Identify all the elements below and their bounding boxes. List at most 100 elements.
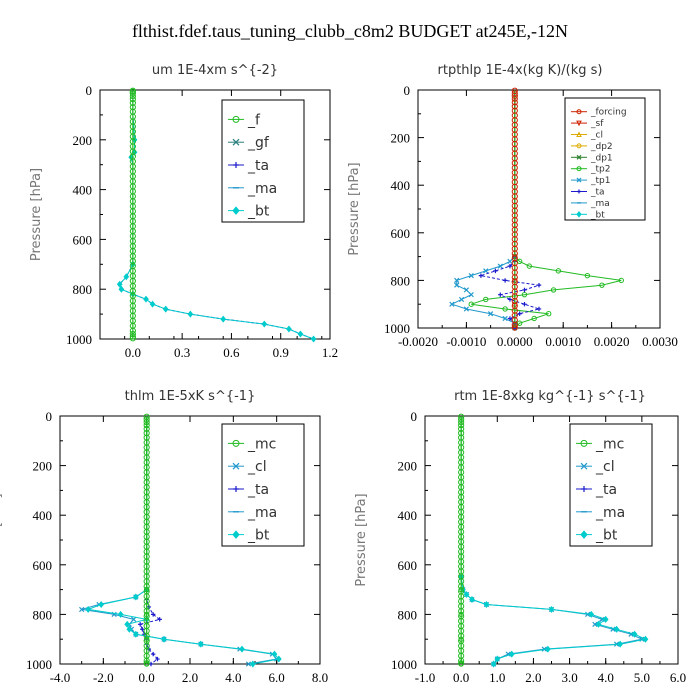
- zero-marker: [129, 88, 136, 95]
- x-tick-label: 5.0: [634, 670, 650, 685]
- legend-box: [221, 99, 305, 223]
- data-point: [124, 620, 131, 628]
- data-point: [522, 302, 527, 307]
- y-tick-label: 600: [391, 226, 411, 241]
- data-point: [617, 640, 624, 648]
- data-point: [507, 297, 513, 302]
- y-axis-label: Pressure [hPa]: [354, 493, 369, 586]
- zero-marker: [143, 422, 150, 429]
- figure-title: flthist.fdef.taus_tuning_clubb_c8m2 BUDG…: [132, 21, 568, 41]
- x-tick-label: -0.0010: [446, 334, 486, 349]
- data-point: [454, 282, 460, 288]
- y-tick-label: 200: [33, 459, 53, 474]
- data-point: [245, 661, 252, 667]
- zero-marker: [458, 416, 465, 423]
- x-tick-label: 0.0: [139, 670, 155, 685]
- data-point: [187, 310, 194, 318]
- data-point: [483, 296, 489, 303]
- data-point: [478, 273, 484, 278]
- legend-label: _ta: [595, 482, 617, 498]
- zero-marker: [129, 330, 136, 338]
- panel-title: um 1E-4xm s^{-2}: [152, 63, 278, 78]
- data-point: [150, 612, 156, 617]
- data-point: [618, 277, 624, 284]
- data-point: [79, 606, 85, 613]
- zero-marker: [143, 657, 150, 664]
- y-tick-label: 0: [404, 83, 411, 98]
- data-point: [137, 622, 143, 627]
- legend-label: _cl: [590, 131, 603, 141]
- data-point: [502, 306, 508, 312]
- data-point: [469, 596, 475, 604]
- data-point: [126, 625, 133, 633]
- data-point: [555, 268, 562, 274]
- plots-group: um 1E-4xm s^{-2} Pressure [hPa] 0.0 0.3 0.6 0…: [0, 63, 686, 685]
- panel-3: thlm 1E-5xK s^{-1} Pressure [hPa] -4.0 -2.0…: [0, 389, 328, 685]
- x-tick-label: 0.0030: [642, 334, 678, 349]
- y-tick-label: 200: [73, 133, 93, 148]
- y-tick-label: 400: [391, 178, 411, 193]
- x-tick-label: 4.0: [598, 670, 614, 685]
- panel-1: um 1E-4xm s^{-2} Pressure [hPa] 0.0 0.3 0.6 0…: [29, 63, 338, 360]
- data-point: [508, 650, 515, 658]
- data-point: [162, 305, 169, 313]
- data-point: [297, 330, 304, 338]
- legend-label: _cl: [595, 459, 615, 475]
- legend-label: _dp2: [590, 142, 613, 152]
- data-point: [595, 620, 602, 628]
- y-tick-label: 1000: [384, 321, 410, 336]
- x-tick-label: 0.0: [125, 345, 141, 360]
- data-point: [131, 616, 137, 622]
- legend-box: [564, 97, 646, 221]
- panel-2: rtpthlp 1E-4x(kg K)/(kg s) Pressure [hPa]…: [347, 63, 678, 349]
- data-point: [140, 627, 145, 632]
- data-point: [490, 660, 497, 668]
- zero-marker: [143, 419, 150, 426]
- legend-label: _mc: [247, 436, 276, 452]
- data-point: [468, 292, 474, 298]
- data-point: [261, 320, 268, 328]
- legend-label: _tp2: [590, 165, 610, 175]
- data-point: [143, 295, 149, 303]
- x-tick-label: 1.0: [489, 670, 505, 685]
- data-point: [157, 617, 162, 622]
- panel-title: rtm 1E-8xkg kg^{-1} s^{-1}: [454, 389, 646, 404]
- y-axis-label: Pressure [hPa]: [347, 162, 362, 255]
- y-tick-label: 200: [391, 131, 411, 146]
- data-point: [98, 600, 105, 608]
- y-tick-label: 600: [33, 558, 53, 573]
- data-point: [310, 335, 317, 343]
- x-tick-label: 0.0010: [545, 334, 581, 349]
- data-point: [155, 656, 160, 662]
- data-point: [592, 621, 598, 627]
- zero-marker: [129, 327, 136, 334]
- data-point: [507, 263, 513, 269]
- x-tick-label: 0.0000: [497, 334, 533, 349]
- panel-title: thlm 1E-5xK s^{-1}: [125, 389, 256, 404]
- data-point: [498, 292, 503, 297]
- y-axis-label: Pressure [hPa]: [29, 168, 44, 261]
- series-line-ta: [139, 416, 161, 665]
- legend-label: _dp1: [590, 153, 613, 163]
- x-tick-label: 6.0: [269, 670, 285, 685]
- data-point: [502, 315, 508, 322]
- zero-marker: [511, 324, 518, 331]
- legend: _mc _cl _ta _ma _bt: [569, 423, 653, 547]
- data-point: [483, 600, 490, 608]
- zero-marker: [458, 430, 465, 437]
- legend-label: _ma: [595, 505, 625, 521]
- x-tick-label: 0.6: [223, 345, 240, 360]
- legend-label: _bt: [595, 528, 618, 544]
- data-point: [517, 311, 522, 316]
- data-point: [286, 325, 292, 333]
- data-point: [507, 258, 513, 264]
- legend-label: _bt: [590, 210, 605, 220]
- zero-marker: [458, 660, 465, 667]
- y-tick-label: 400: [33, 508, 53, 523]
- data-point: [588, 610, 595, 618]
- zero-marker: [143, 416, 150, 423]
- data-point: [85, 605, 92, 613]
- y-axis-label: Pressure [hPa]: [0, 493, 4, 586]
- data-point: [516, 320, 523, 326]
